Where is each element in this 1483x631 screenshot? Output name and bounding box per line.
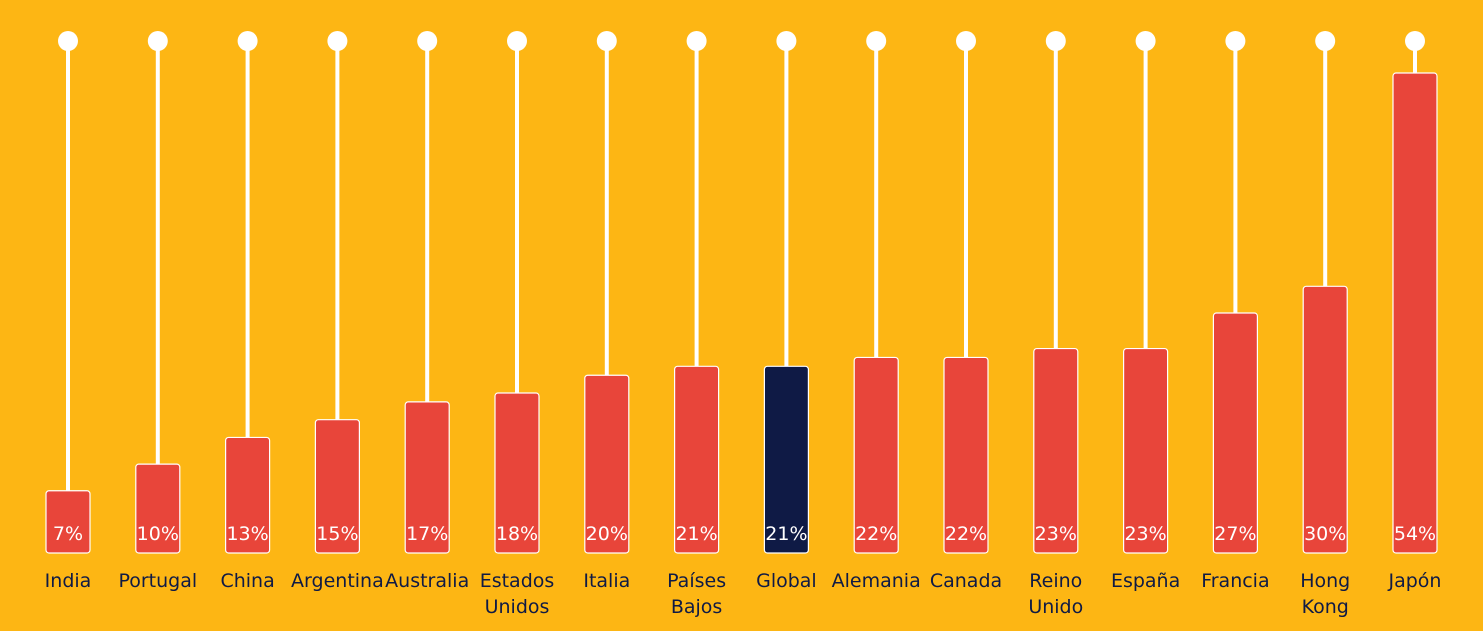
pin-head [327,31,348,51]
pin-head [1315,31,1336,51]
pin-head [417,31,438,51]
pin-head [956,31,976,51]
data-label: 20% [586,523,628,545]
category-label: India [45,570,92,592]
category-label: Canada [930,570,1002,592]
category-label: Global [756,570,817,592]
bar [1392,72,1438,554]
pin-head [776,31,797,51]
category-label: Países Bajos [667,570,726,618]
bar [763,365,810,554]
bar [1122,347,1169,554]
data-label: 17% [406,523,448,545]
data-label: 23% [1035,523,1077,545]
pin-head [1225,31,1246,51]
data-label: 15% [316,523,358,545]
category-label: España [1111,570,1180,592]
category-label: Alemania [832,570,921,592]
data-label: 54% [1394,523,1436,545]
data-label: 30% [1304,523,1346,545]
data-label: 21% [675,523,717,545]
pin-head [237,31,258,51]
category-label: Australia [385,570,469,592]
bar [1302,285,1348,554]
data-label: 22% [855,523,897,545]
bar [584,374,630,554]
pin-head [1405,31,1425,51]
bar [45,490,91,554]
bar [494,392,540,554]
pin-head [596,31,617,51]
bar [673,365,720,554]
data-label: 21% [765,523,807,545]
pin-head [1045,31,1066,51]
category-label: Reino Unido [1028,570,1083,618]
data-label: 10% [137,523,179,545]
category-label: Portugal [118,570,197,592]
data-label: 7% [53,523,83,545]
data-label: 23% [1124,523,1166,545]
pin-head [58,31,78,51]
data-label: 18% [496,523,538,545]
category-label: Italia [583,570,630,592]
category-label: Argentina [291,570,384,592]
bar [1212,312,1259,554]
bar [943,356,989,554]
category-label: China [220,570,274,592]
category-label: Hong Kong [1300,570,1350,618]
pin-head [507,31,527,51]
pin-head [686,31,707,51]
pin-head [866,31,887,51]
data-label: 22% [945,523,987,545]
category-label: Francia [1201,570,1269,592]
pin-head [147,31,168,51]
bar [225,436,271,554]
bar [135,463,181,554]
bar [853,356,899,554]
category-label: Japón [1388,570,1442,592]
data-label: 27% [1214,523,1256,545]
data-label: 13% [226,523,268,545]
pin-head [1135,31,1156,51]
bar [314,419,360,554]
category-label: Estados Unidos [480,570,555,618]
bar [404,401,450,554]
bar [1033,347,1079,554]
